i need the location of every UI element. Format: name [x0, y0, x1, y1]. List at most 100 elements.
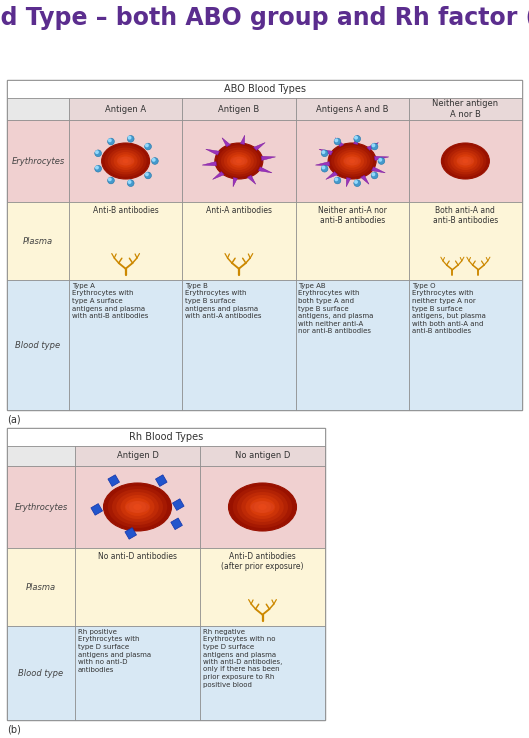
Bar — [200, 466, 325, 548]
Ellipse shape — [346, 156, 358, 165]
Ellipse shape — [337, 150, 367, 172]
Text: Rh positive
Erythrocytes with
type D surface
antigens and plasma
with no anti-D
: Rh positive Erythrocytes with type D sur… — [78, 629, 151, 672]
Bar — [7, 428, 325, 720]
Polygon shape — [367, 142, 378, 151]
Polygon shape — [213, 171, 224, 179]
Bar — [7, 280, 69, 410]
Ellipse shape — [328, 143, 376, 179]
Text: Anti-B antibodies: Anti-B antibodies — [93, 206, 159, 215]
Bar — [7, 202, 69, 280]
Bar — [171, 518, 183, 530]
Polygon shape — [240, 135, 245, 145]
Text: Both anti-A and
anti-B antibodies: Both anti-A and anti-B antibodies — [433, 206, 498, 225]
Ellipse shape — [457, 156, 474, 165]
Circle shape — [335, 139, 338, 142]
Text: Neither anti-A nor
anti-B antibodies: Neither anti-A nor anti-B antibodies — [318, 206, 387, 225]
Ellipse shape — [251, 501, 275, 513]
Circle shape — [127, 136, 134, 142]
Bar — [200, 548, 325, 626]
Bar — [125, 528, 136, 539]
Bar — [75, 548, 200, 626]
Circle shape — [378, 158, 385, 165]
Circle shape — [96, 166, 98, 169]
Ellipse shape — [123, 159, 129, 163]
Ellipse shape — [450, 150, 480, 172]
Polygon shape — [261, 156, 276, 160]
Text: Blood type: Blood type — [15, 340, 60, 350]
Text: Type A
Erythrocytes with
type A surface
antigens and plasma
with anti-B antibodi: Type A Erythrocytes with type A surface … — [72, 283, 148, 319]
Circle shape — [371, 172, 378, 179]
Ellipse shape — [236, 159, 242, 163]
Text: Antigen B: Antigen B — [218, 105, 260, 114]
Bar — [7, 626, 75, 720]
Text: Blood type: Blood type — [19, 669, 63, 677]
Ellipse shape — [231, 156, 247, 165]
Ellipse shape — [331, 145, 373, 176]
Bar — [183, 120, 296, 202]
Text: Rh negative
Erythrocytes with no
type D surface
antigens and plasma
with anti-D : Rh negative Erythrocytes with no type D … — [203, 629, 282, 688]
Ellipse shape — [221, 148, 257, 174]
Circle shape — [95, 165, 102, 172]
Ellipse shape — [224, 150, 254, 172]
Text: Erythrocytes: Erythrocytes — [12, 156, 65, 165]
Bar — [69, 202, 183, 280]
Ellipse shape — [230, 154, 248, 168]
Ellipse shape — [121, 495, 154, 519]
Polygon shape — [258, 167, 272, 173]
Bar — [200, 446, 325, 466]
Polygon shape — [326, 171, 338, 179]
Bar — [409, 280, 522, 410]
Bar — [75, 466, 200, 548]
Bar — [296, 120, 409, 202]
Ellipse shape — [448, 148, 484, 174]
Polygon shape — [361, 175, 369, 184]
Polygon shape — [315, 162, 330, 166]
Polygon shape — [253, 142, 265, 151]
Circle shape — [145, 143, 151, 150]
Bar — [7, 80, 522, 410]
Circle shape — [145, 144, 148, 147]
Circle shape — [96, 151, 98, 154]
Bar — [7, 466, 75, 548]
Bar — [75, 626, 200, 720]
Circle shape — [145, 173, 148, 176]
Ellipse shape — [349, 159, 355, 163]
Text: Rh Blood Types: Rh Blood Types — [129, 432, 203, 442]
Polygon shape — [346, 178, 351, 187]
Circle shape — [322, 151, 325, 154]
Bar — [183, 98, 296, 120]
Text: (b): (b) — [7, 725, 21, 735]
Bar — [296, 202, 409, 280]
Ellipse shape — [233, 156, 245, 165]
Circle shape — [107, 138, 114, 145]
Bar — [409, 98, 522, 120]
Text: Anti-A antibodies: Anti-A antibodies — [206, 206, 272, 215]
Ellipse shape — [215, 143, 263, 179]
Polygon shape — [206, 149, 220, 155]
Text: Antigen A: Antigen A — [105, 105, 146, 114]
Ellipse shape — [245, 495, 279, 519]
Ellipse shape — [233, 486, 292, 528]
Bar — [75, 446, 200, 466]
Ellipse shape — [344, 156, 361, 165]
Circle shape — [372, 173, 375, 176]
Ellipse shape — [459, 156, 471, 165]
Ellipse shape — [120, 156, 132, 165]
Ellipse shape — [104, 483, 171, 531]
Ellipse shape — [340, 152, 364, 170]
Bar — [7, 80, 522, 98]
Bar — [69, 120, 183, 202]
Ellipse shape — [453, 152, 477, 170]
Circle shape — [128, 137, 131, 139]
Polygon shape — [375, 156, 389, 160]
Polygon shape — [202, 162, 217, 166]
Circle shape — [334, 177, 341, 184]
Polygon shape — [335, 138, 344, 147]
Bar — [156, 475, 167, 486]
Circle shape — [108, 178, 111, 181]
Ellipse shape — [444, 145, 486, 176]
Ellipse shape — [250, 498, 275, 516]
Text: Antigens A and B: Antigens A and B — [316, 105, 388, 114]
Bar — [69, 98, 183, 120]
Text: Antigen D: Antigen D — [116, 452, 159, 461]
